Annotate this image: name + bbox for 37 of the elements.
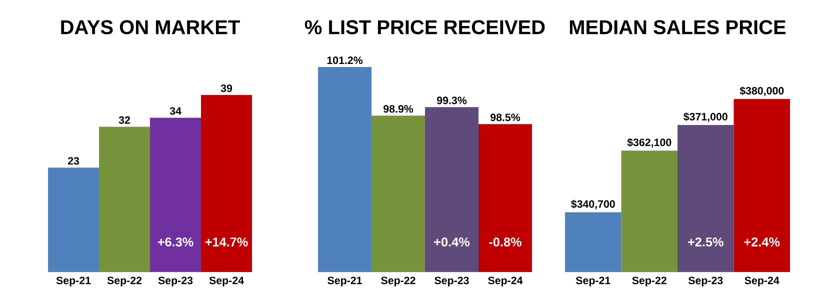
data-label: 32 (118, 116, 130, 124)
data-label: 34 (170, 107, 182, 115)
x-tick-label: Sep-24 (209, 276, 244, 286)
data-label: 98.5% (490, 114, 520, 122)
data-label: 23 (68, 157, 80, 165)
annotation: -0.8% (489, 238, 522, 246)
data-label: $380,000 (740, 86, 784, 96)
chart-title: DAYS ON MARKET (61, 20, 240, 34)
annotation: +6.3% (158, 237, 194, 246)
chart-title: MEDIAN SALES PRICE (570, 20, 786, 34)
x-tick-label: Sep-24 (488, 276, 523, 286)
annotation: +14.7% (205, 238, 248, 246)
bar (48, 168, 100, 272)
data-label: $362,100 (627, 138, 672, 148)
data-label: 99.3% (437, 96, 467, 104)
x-tick-label: Sep-22 (381, 276, 416, 286)
annotation: +2.4% (744, 238, 780, 246)
bar (201, 94, 252, 272)
x-tick-label: Sep-21 (576, 276, 610, 286)
x-tick-label: Sep-22 (632, 276, 666, 286)
data-label: $371,000 (684, 112, 728, 122)
annotation: +0.4% (434, 238, 470, 246)
x-tick-label: Sep-23 (434, 276, 469, 286)
data-label: 101.2% (327, 56, 363, 64)
x-tick-label: Sep-22 (107, 276, 142, 286)
annotation: +2.5% (688, 238, 724, 246)
x-tick-label: Sep-21 (328, 276, 362, 286)
x-tick-label: Sep-23 (158, 276, 193, 286)
data-label: 98.9% (384, 105, 414, 113)
data-label: 39 (220, 84, 232, 92)
bar (150, 118, 202, 272)
bar (99, 126, 150, 272)
chart-title: % LIST PRICE RECEIVED (304, 20, 545, 34)
x-tick-label: Sep-24 (744, 276, 780, 286)
data-label: $340,700 (571, 200, 615, 210)
x-tick-label: Sep-21 (56, 276, 91, 286)
x-tick-label: Sep-23 (688, 276, 723, 286)
